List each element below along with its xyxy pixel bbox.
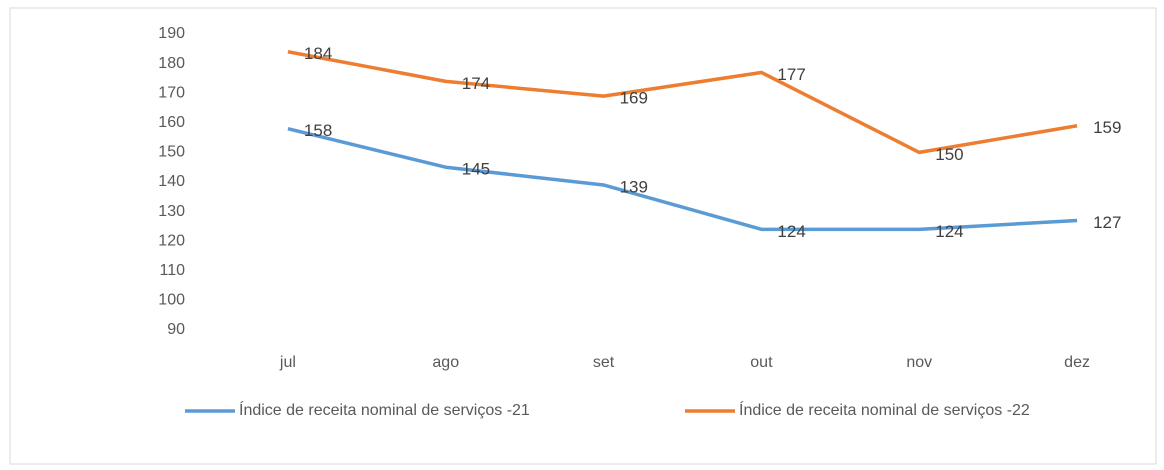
chart-frame — [9, 7, 1157, 465]
data-label: 159 — [1093, 118, 1121, 137]
data-label: 124 — [777, 222, 805, 241]
legend-label: Índice de receita nominal de serviços -2… — [239, 400, 530, 419]
data-label: 158 — [304, 121, 332, 140]
data-label: 169 — [620, 89, 648, 108]
data-label: 145 — [462, 160, 490, 179]
x-tick-label: out — [750, 354, 773, 371]
y-tick-label: 150 — [158, 144, 185, 161]
data-label: 139 — [620, 177, 648, 196]
data-label: 177 — [777, 65, 805, 84]
data-label: 184 — [304, 44, 332, 63]
y-tick-label: 180 — [158, 55, 185, 72]
y-tick-label: 160 — [158, 114, 185, 131]
x-tick-label: set — [593, 354, 615, 371]
data-label: 124 — [935, 222, 963, 241]
y-tick-label: 90 — [167, 321, 185, 338]
y-tick-label: 170 — [158, 84, 185, 101]
y-tick-label: 110 — [159, 262, 185, 279]
x-tick-label: ago — [432, 354, 459, 371]
y-tick-label: 190 — [158, 25, 185, 42]
series-line — [287, 50, 1078, 155]
x-tick-label: nov — [906, 354, 932, 371]
x-tick-label: jul — [279, 354, 296, 371]
y-tick-label: 100 — [158, 292, 185, 309]
y-tick-label: 140 — [158, 173, 185, 190]
data-label: 127 — [1093, 213, 1121, 232]
data-label: 150 — [935, 145, 963, 164]
series-line — [287, 127, 1078, 232]
x-tick-label: dez — [1064, 354, 1090, 371]
legend-label: Índice de receita nominal de serviços -2… — [739, 400, 1030, 419]
y-tick-label: 130 — [158, 203, 185, 220]
data-label: 174 — [462, 74, 490, 93]
y-tick-label: 120 — [158, 232, 185, 249]
